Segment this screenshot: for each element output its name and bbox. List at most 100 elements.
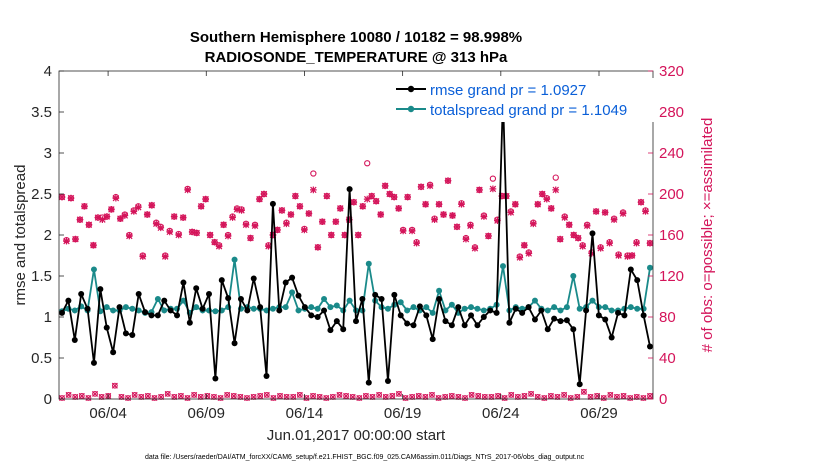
rmse-point [378, 295, 385, 302]
obs-assimilated-marker [211, 238, 218, 246]
obs-assimilated-marker [72, 235, 79, 243]
obs-baseline-circle [363, 393, 369, 399]
rmse-point [314, 314, 321, 320]
obs-assimilated-marker [260, 190, 268, 198]
chart-subtitle: RADIOSONDE_TEMPERATURE @ 313 hPa [205, 49, 508, 66]
y-tick-label: 3 [44, 145, 52, 162]
obs-assimilated-marker [305, 210, 313, 217]
obs-assimilated-marker [94, 214, 102, 221]
spread-point [71, 307, 78, 314]
y2-tick-label: 160 [659, 227, 684, 244]
rmse-point [78, 291, 85, 298]
rmse-point [148, 312, 155, 319]
obs-assimilated-marker [399, 227, 407, 235]
rmse-point [615, 309, 622, 316]
obs-assimilated-marker [256, 195, 263, 203]
obs-assimilated-marker [592, 208, 600, 215]
obs-baseline-circle [270, 395, 277, 401]
obs-assimilated-marker [561, 214, 569, 221]
rmse-point [576, 381, 583, 388]
rmse-point [269, 200, 276, 207]
obs-baseline-circle [277, 393, 283, 399]
spread-point [397, 299, 404, 306]
spread-point [410, 304, 417, 311]
rmse-point [327, 327, 334, 334]
spread-point [634, 305, 641, 312]
obs-assimilated-marker [58, 193, 66, 201]
obs-baseline-circle [336, 392, 343, 398]
obs-baseline-circle [594, 393, 601, 399]
obs-baseline-circle [462, 395, 468, 401]
rmse-point [391, 291, 398, 298]
obs-assimilated-marker [534, 200, 542, 208]
obs-assimilated-marker [103, 213, 111, 220]
obs-assimilated-marker [274, 226, 281, 234]
obs-baseline-circle [448, 393, 455, 399]
spread-point [333, 302, 340, 309]
obs-baseline-circle [647, 393, 653, 399]
obs-assimilated-marker [188, 228, 196, 236]
obs-assimilated-marker [485, 232, 492, 240]
rmse-point [276, 307, 283, 314]
obs-assimilated-marker [417, 183, 425, 191]
rmse-point [359, 295, 366, 302]
spread-point [365, 260, 372, 267]
rmse-point [116, 304, 123, 311]
obs-assimilated-marker [601, 209, 609, 216]
obs-assimilated-marker [139, 253, 147, 260]
obs-baseline-circle [164, 390, 171, 397]
rmse-point [257, 304, 264, 311]
rmse-point [135, 291, 142, 298]
obs-assimilated-marker [368, 192, 376, 200]
obs-baseline-circle [310, 393, 316, 399]
rmse-point [333, 318, 340, 325]
obs-assimilated-marker [637, 198, 645, 206]
rmse-point [602, 316, 609, 323]
obs-assimilated-marker [615, 252, 622, 259]
obs-assimilated-marker [184, 186, 192, 194]
obs-assimilated-marker [166, 228, 174, 236]
spread-point [436, 287, 443, 294]
obs-baseline-circle [343, 393, 349, 399]
rmse-point [531, 316, 538, 323]
obs-baseline-circle [389, 393, 396, 399]
rmse-point [461, 322, 468, 329]
obs-assimilated-marker [283, 220, 290, 228]
spread-point [103, 304, 110, 311]
obs-baseline-circle [144, 393, 151, 399]
obs-assimilated-marker [152, 220, 160, 228]
obs-baseline-circle [627, 395, 634, 401]
obs-assimilated-marker [467, 222, 474, 230]
rmse-point [289, 274, 296, 281]
obs-assimilated-marker [247, 234, 254, 242]
obs-assimilated-marker [67, 194, 75, 202]
rmse-point [237, 295, 244, 302]
obs-assimilated-marker [404, 193, 411, 201]
obs-assimilated-marker [63, 237, 70, 245]
y2-tick-label: 280 [659, 104, 684, 121]
obs-assimilated-marker [292, 192, 299, 200]
rmse-point [103, 324, 110, 331]
spread-point [647, 264, 653, 271]
obs-assimilated-marker [507, 209, 515, 216]
obs-assimilated-marker [395, 204, 403, 212]
rmse-point [110, 349, 117, 356]
spread-point [212, 308, 219, 315]
obs-possible-marker [364, 160, 371, 167]
obs-baseline-circle [521, 393, 528, 399]
rmse-point [525, 304, 532, 311]
y2-tick-label: 200 [659, 186, 684, 203]
obs-assimilated-marker [413, 239, 420, 247]
obs-assimilated-marker [269, 231, 277, 239]
rmse-point [295, 292, 302, 299]
obs-assimilated-marker [476, 186, 483, 194]
obs-assimilated-marker [359, 202, 367, 210]
rmse-point [448, 322, 455, 329]
rmse-point [193, 285, 200, 292]
obs-assimilated-marker [583, 222, 591, 230]
rmse-point [538, 307, 545, 314]
y-tick-label: 2.5 [31, 186, 52, 203]
spread-point [327, 304, 334, 311]
rmse-point [429, 336, 436, 343]
